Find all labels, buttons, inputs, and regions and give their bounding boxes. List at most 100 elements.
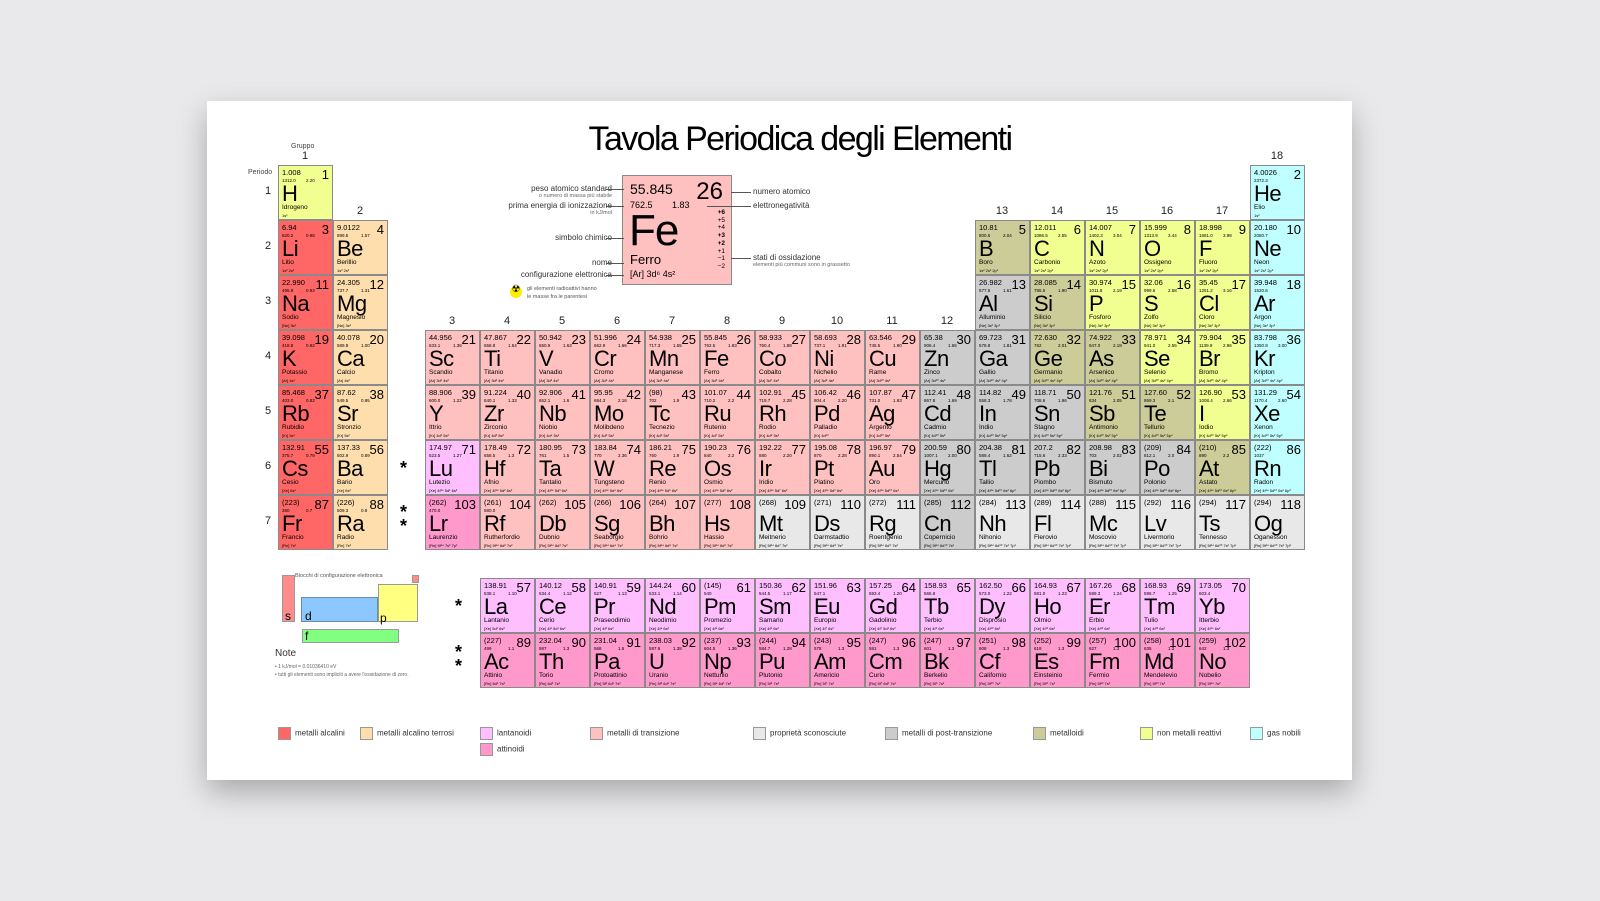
element-cell-v[interactable]: 50.942 23 650.9 1.63 V Vanadio [Ar] 3d³ 4s² — [535, 330, 590, 385]
element-cell-og[interactable]: (294) 118 Og Oganesson [Rn] 5f¹⁴ 6d¹⁰ 7s² 7p… — [1250, 495, 1305, 550]
element-cell-he[interactable]: 4.0026 2 2372.3 He Elio 1s² — [1250, 165, 1305, 220]
element-cell-ru[interactable]: 101.07 44 710.2 2.2 Ru Rutenio [Kr] 4d⁷ 5s¹ — [700, 385, 755, 440]
element-cell-pd[interactable]: 106.42 46 804.4 2.20 Pd Palladio [Kr] 4d¹⁰ — [810, 385, 865, 440]
element-cell-ds[interactable]: (271) 110 Ds Darmstadtio [Rn] 5f¹⁴ 6d⁸ 7s² — [810, 495, 865, 550]
element-cell-cf[interactable]: (251) 98 608 1.3 Cf Californio [Rn] 5f¹⁰ 7s² — [975, 633, 1030, 688]
element-cell-lr[interactable]: (262) 103 470.0 Lr Laurenzio [Rn] 5f¹⁴ 7s² 7p… — [425, 495, 480, 550]
element-cell-lu[interactable]: 174.97 71 523.5 1.27 Lu Lutezio [Xe] 4f¹⁴ 5d¹ … — [425, 440, 480, 495]
element-cell-ac[interactable]: (227) 89 499 1.1 Ac Attinio [Rn] 6d¹ 7s² — [480, 633, 535, 688]
element-cell-ir[interactable]: 192.22 77 880 2.20 Ir Iridio [Xe] 4f¹⁴ 5d⁷ 6s² — [755, 440, 810, 495]
element-cell-cd[interactable]: 112.41 48 867.8 1.69 Cd Cadmio [Kr] 4d¹⁰ 5s² — [920, 385, 975, 440]
element-cell-cl[interactable]: 35.45 17 1251.2 3.16 Cl Cloro [Ne] 3s² 3p⁵ — [1195, 275, 1250, 330]
element-cell-md[interactable]: (258) 101 635 1.3 Md Mendelevio [Rn] 5f¹³ 7s² — [1140, 633, 1195, 688]
element-cell-pm[interactable]: (145) 61 540 Pm Promezio [Xe] 4f⁵ 6s² — [700, 578, 755, 633]
element-cell-bi[interactable]: 208.98 83 703 2.02 Bi Bismuto [Xe] 4f¹⁴ 5d¹⁰ 6… — [1085, 440, 1140, 495]
element-cell-sb[interactable]: 121.76 51 834 2.05 Sb Antimonio [Kr] 4d¹⁰ 5s² … — [1085, 385, 1140, 440]
element-cell-fl[interactable]: (289) 114 Fl Flerovio [Rn] 5f¹⁴ 6d¹⁰ 7s² 7p² — [1030, 495, 1085, 550]
element-cell-rb[interactable]: 85.468 37 403.0 0.82 Rb Rubidio [Kr] 5s¹ — [278, 385, 333, 440]
element-cell-n[interactable]: 14.007 7 1402.3 3.04 N Azoto 1s² 2s² 2p³ — [1085, 220, 1140, 275]
element-cell-ce[interactable]: 140.12 58 534.4 1.12 Ce Cerio [Xe] 4f¹ 5d¹ 6s² — [535, 578, 590, 633]
element-cell-gd[interactable]: 157.25 64 593.4 1.20 Gd Gadolinio [Xe] 4f⁷ 5d¹… — [865, 578, 920, 633]
element-cell-nh[interactable]: (284) 113 Nh Nihonio [Rn] 5f¹⁴ 6d¹⁰ 7s² 7p¹ — [975, 495, 1030, 550]
element-cell-zn[interactable]: 65.38 30 906.4 1.65 Zn Zinco [Ar] 3d¹⁰ 4s² — [920, 330, 975, 385]
element-cell-f[interactable]: 18.998 9 1681.0 3.98 F Fluoro 1s² 2s² 2p⁵ — [1195, 220, 1250, 275]
element-cell-bk[interactable]: (247) 97 601 1.3 Bk Berkelio [Rn] 5f⁹ 7s² — [920, 633, 975, 688]
element-cell-k[interactable]: 39.098 19 418.8 0.82 K Potassio [Ar] 4s¹ — [278, 330, 333, 385]
element-cell-as[interactable]: 74.922 33 947.0 2.18 As Arsenico [Ar] 3d¹⁰ 4s²… — [1085, 330, 1140, 385]
element-cell-au[interactable]: 196.97 79 890.1 2.54 Au Oro [Xe] 4f¹⁴ 5d¹⁰ 6s¹ — [865, 440, 920, 495]
element-cell-y[interactable]: 88.906 39 600.0 1.22 Y Ittrio [Kr] 4d¹ 5s² — [425, 385, 480, 440]
element-cell-yb[interactable]: 173.05 70 603.4 Yb Itterbio [Xe] 4f¹⁴ 6s² — [1195, 578, 1250, 633]
element-cell-sn[interactable]: 118.71 50 708.6 1.96 Sn Stagno [Kr] 4d¹⁰ 5s² 5… — [1030, 385, 1085, 440]
element-cell-lv[interactable]: (292) 116 Lv Livermorio [Rn] 5f¹⁴ 6d¹⁰ 7s² 7… — [1140, 495, 1195, 550]
element-cell-ge[interactable]: 72.630 32 762 2.01 Ge Germanio [Ar] 3d¹⁰ 4s² 4… — [1030, 330, 1085, 385]
element-cell-rh[interactable]: 102.91 45 719.7 2.28 Rh Rodio [Kr] 4d⁸ 5s¹ — [755, 385, 810, 440]
element-cell-mt[interactable]: (268) 109 Mt Meitnerio [Rn] 5f¹⁴ 6d⁷ 7s² — [755, 495, 810, 550]
element-cell-se[interactable]: 78.971 34 941.0 2.55 Se Selenio [Ar] 3d¹⁰ 4s² … — [1140, 330, 1195, 385]
element-cell-ga[interactable]: 69.723 31 578.8 1.81 Ga Gallio [Ar] 3d¹⁰ 4s² 4… — [975, 330, 1030, 385]
element-cell-ne[interactable]: 20.180 10 2080.7 Ne Neon 1s² 2s² 2p⁶ — [1250, 220, 1305, 275]
element-cell-rg[interactable]: (272) 111 Rg Roentgenio [Rn] 5f¹⁴ 6d⁹ 7s² — [865, 495, 920, 550]
element-cell-nd[interactable]: 144.24 60 533.1 1.14 Nd Neodimio [Xe] 4f⁴ 6s² — [645, 578, 700, 633]
element-cell-br[interactable]: 79.904 35 1139.9 2.96 Br Bromo [Ar] 3d¹⁰ 4s² 4… — [1195, 330, 1250, 385]
element-cell-kr[interactable]: 83.798 36 1350.8 3.00 Kr Kripton [Ar] 3d¹⁰ 4s²… — [1250, 330, 1305, 385]
element-cell-th[interactable]: 232.04 90 587 1.3 Th Torio [Rn] 6d² 7s² — [535, 633, 590, 688]
element-cell-pt[interactable]: 195.08 78 870 2.28 Pt Platino [Xe] 4f¹⁴ 5d⁹ 6s… — [810, 440, 865, 495]
element-cell-mn[interactable]: 54.938 25 717.3 1.55 Mn Manganese [Ar] 3d⁵ 4s² — [645, 330, 700, 385]
element-cell-dy[interactable]: 162.50 66 573.0 1.22 Dy Disprosio [Xe] 4f¹⁰ 6s… — [975, 578, 1030, 633]
element-cell-zr[interactable]: 91.224 40 640.1 1.33 Zr Zirconio [Kr] 4d² 5s² — [480, 385, 535, 440]
element-cell-pu[interactable]: (244) 94 584.7 1.28 Pu Plutonio [Rn] 5f⁶ 7s² — [755, 633, 810, 688]
element-cell-re[interactable]: 186.21 75 760 1.9 Re Renio [Xe] 4f¹⁴ 5d⁵ 6s² — [645, 440, 700, 495]
element-cell-rf[interactable]: (261) 104 580.0 Rf Rutherfordio [Rn] 5f¹⁴ 6d²… — [480, 495, 535, 550]
element-cell-al[interactable]: 26.982 13 577.5 1.61 Al Alluminio [Ne] 3s² 3p¹ — [975, 275, 1030, 330]
element-cell-pb[interactable]: 207.2 82 715.6 2.33 Pb Piombo [Xe] 4f¹⁴ 5d¹⁰ 6… — [1030, 440, 1085, 495]
element-cell-ta[interactable]: 180.95 73 761 1.5 Ta Tantalio [Xe] 4f¹⁴ 5d³ 6s… — [535, 440, 590, 495]
element-cell-es[interactable]: (252) 99 619 1.3 Es Einsteinio [Rn] 5f¹¹ 7s² — [1030, 633, 1085, 688]
element-cell-pa[interactable]: 231.04 91 568 1.5 Pa Protoattinio [Rn] 5f² 6d¹… — [590, 633, 645, 688]
element-cell-mg[interactable]: 24.305 12 737.7 1.31 Mg Magnesio [Ne] 3s² — [333, 275, 388, 330]
element-cell-ag[interactable]: 107.87 47 731.0 1.93 Ag Argento [Kr] 4d¹⁰ 5s¹ — [865, 385, 920, 440]
element-cell-si[interactable]: 28.085 14 786.5 1.90 Si Silicio [Ne] 3s² 3p² — [1030, 275, 1085, 330]
element-cell-fm[interactable]: (257) 100 627 1.3 Fm Fermio [Rn] 5f¹² 7s² — [1085, 633, 1140, 688]
element-cell-cn[interactable]: (285) 112 Cn Copernicio [Rn] 5f¹⁴ 6d¹⁰ 7s² — [920, 495, 975, 550]
element-cell-cs[interactable]: 132.91 55 375.7 0.79 Cs Cesio [Xe] 6s¹ — [278, 440, 333, 495]
element-cell-xe[interactable]: 131.29 54 1170.4 2.60 Xe Xenon [Kr] 4d¹⁰ 5s² 5… — [1250, 385, 1305, 440]
element-cell-at[interactable]: (210) 85 890 2.2 At Astato [Xe] 4f¹⁴ 5d¹⁰ 6s² … — [1195, 440, 1250, 495]
element-cell-na[interactable]: 22.990 11 495.8 0.93 Na Sodio [Ne] 3s¹ — [278, 275, 333, 330]
element-cell-cu[interactable]: 63.546 29 745.5 1.90 Cu Rame [Ar] 3d¹⁰ 4s¹ — [865, 330, 920, 385]
element-cell-np[interactable]: (237) 93 604.5 1.36 Np Nettunio [Rn] 5f⁴ 6d¹ 7… — [700, 633, 755, 688]
element-cell-hf[interactable]: 178.49 72 658.5 1.3 Hf Afnio [Xe] 4f¹⁴ 5d² 6s² — [480, 440, 535, 495]
element-cell-ar[interactable]: 39.948 18 1520.6 Ar Argon [Ne] 3s² 3p⁶ — [1250, 275, 1305, 330]
element-cell-cr[interactable]: 51.996 24 652.9 1.66 Cr Cromo [Ar] 3d⁵ 4s¹ — [590, 330, 645, 385]
element-cell-tc[interactable]: (98) 43 702 1.9 Tc Tecnezio [Kr] 4d⁵ 5s² — [645, 385, 700, 440]
element-cell-w[interactable]: 183.84 74 770 2.36 W Tungsteno [Xe] 4f¹⁴ 5d⁴ 6… — [590, 440, 645, 495]
element-cell-ti[interactable]: 47.867 22 658.8 1.54 Ti Titanio [Ar] 3d² 4s² — [480, 330, 535, 385]
element-cell-mo[interactable]: 95.95 42 684.3 2.16 Mo Molibdeno [Kr] 4d⁵ 5s¹ — [590, 385, 645, 440]
element-cell-i[interactable]: 126.90 53 1008.4 2.66 I Iodio [Kr] 4d¹⁰ 5s² 5p… — [1195, 385, 1250, 440]
element-cell-tb[interactable]: 158.93 65 565.8 Tb Terbio [Xe] 4f⁹ 6s² — [920, 578, 975, 633]
element-cell-tl[interactable]: 204.38 81 589.4 1.62 Tl Tallio [Xe] 4f¹⁴ 5d¹⁰ … — [975, 440, 1030, 495]
element-cell-s[interactable]: 32.06 16 999.6 2.58 S Zolfo [Ne] 3s² 3p⁴ — [1140, 275, 1195, 330]
element-cell-eu[interactable]: 151.96 63 547.1 Eu Europio [Xe] 4f⁷ 6s² — [810, 578, 865, 633]
element-cell-pr[interactable]: 140.91 59 527 1.13 Pr Praseodimio [Xe] 4f³ 6s² — [590, 578, 645, 633]
element-cell-er[interactable]: 167.26 68 589.3 1.24 Er Erbio [Xe] 4f¹² 6s² — [1085, 578, 1140, 633]
element-cell-co[interactable]: 58.933 27 760.4 1.88 Co Cobalto [Ar] 3d⁷ 4s² — [755, 330, 810, 385]
element-cell-fr[interactable]: (223) 87 380 0.7 Fr Francio [Rn] 7s¹ — [278, 495, 333, 550]
element-cell-b[interactable]: 10.81 5 800.6 2.04 B Boro 1s² 2s² 2p¹ — [975, 220, 1030, 275]
element-cell-o[interactable]: 15.999 8 1313.9 3.44 O Ossigeno 1s² 2s² 2p⁴ — [1140, 220, 1195, 275]
element-cell-la[interactable]: 138.91 57 538.1 1.10 La Lantanio [Xe] 5d¹ 6s² — [480, 578, 535, 633]
element-cell-hs[interactable]: (277) 108 Hs Hassio [Rn] 5f¹⁴ 6d⁶ 7s² — [700, 495, 755, 550]
element-cell-te[interactable]: 127.60 52 869.3 2.1 Te Tellurio [Kr] 4d¹⁰ 5s² … — [1140, 385, 1195, 440]
element-cell-po[interactable]: (209) 84 812.1 2.0 Po Polonio [Xe] 4f¹⁴ 5d¹⁰ 6… — [1140, 440, 1195, 495]
element-cell-bh[interactable]: (264) 107 Bh Bohrio [Rn] 5f¹⁴ 6d⁵ 7s² — [645, 495, 700, 550]
element-cell-be[interactable]: 9.0122 4 899.5 1.57 Be Berillio 1s² 2s² — [333, 220, 388, 275]
element-cell-p[interactable]: 30.974 15 1011.8 2.19 P Fosforo [Ne] 3s² 3p³ — [1085, 275, 1140, 330]
element-cell-os[interactable]: 190.23 76 840 2.2 Os Osmio [Xe] 4f¹⁴ 5d⁶ 6s² — [700, 440, 755, 495]
element-cell-hg[interactable]: 200.59 80 1007.1 2.00 Hg Mercurio [Xe] 4f¹⁴ 5d… — [920, 440, 975, 495]
element-cell-sm[interactable]: 150.36 62 544.5 1.17 Sm Samario [Xe] 4f⁶ 6s² — [755, 578, 810, 633]
element-cell-fe[interactable]: 55.845 26 762.5 1.83 Fe Ferro [Ar] 3d⁶ 4s² — [700, 330, 755, 385]
element-cell-ca[interactable]: 40.078 20 589.8 1.00 Ca Calcio [Ar] 4s² — [333, 330, 388, 385]
element-cell-sc[interactable]: 44.956 21 633.1 1.36 Sc Scandio [Ar] 3d¹ 4s² — [425, 330, 480, 385]
element-cell-sr[interactable]: 87.62 38 549.5 0.95 Sr Stronzio [Kr] 5s² — [333, 385, 388, 440]
element-cell-rn[interactable]: (222) 86 1037 Rn Radon [Xe] 4f¹⁴ 5d¹⁰ 6s² 6p⁶ — [1250, 440, 1305, 495]
